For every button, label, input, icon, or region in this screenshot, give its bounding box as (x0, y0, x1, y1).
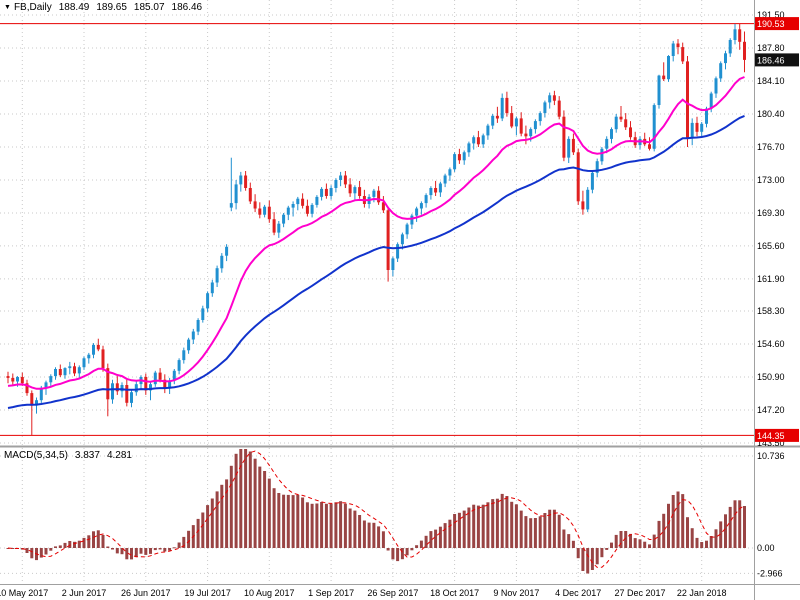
time-axis-label: 10 May 2017 (0, 588, 48, 598)
price-axis-label: 191.50 (757, 10, 785, 20)
symbol-dropdown-icon[interactable]: ▼ (4, 4, 11, 11)
price-axis-label: 161.90 (757, 274, 785, 284)
price-axis-label: 169.30 (757, 208, 785, 218)
macd-signal-line (7, 450, 745, 568)
time-axis-label: 10 Aug 2017 (244, 588, 295, 598)
macd-axis-label: -2.966 (757, 568, 783, 578)
macd-header: MACD(5,34,5) 3.837 4.281 (4, 450, 132, 461)
macd-indicator-label: MACD(5,34,5) (4, 450, 68, 461)
price-axis-label: 176.70 (757, 142, 785, 152)
time-axis-label: 26 Sep 2017 (367, 588, 418, 598)
grid (0, 0, 754, 584)
ohlc-open-value: 188.49 (58, 2, 90, 13)
macd-signal-value: 4.281 (106, 450, 132, 461)
time-axis-label: 26 Jun 2017 (121, 588, 171, 598)
price-axis-label: 187.80 (757, 43, 785, 53)
time-axis-label: 9 Nov 2017 (493, 588, 539, 598)
ohlc-high-value: 189.65 (96, 2, 127, 13)
price-axis: 191.50 187.80 184.10 180.40 176.70 173.00 169.… (757, 10, 785, 578)
macd-histogram (6, 449, 746, 574)
price-axis-label: 184.10 (757, 76, 785, 86)
horizontal-price-lines (0, 23, 754, 436)
macd-axis-label: 10.736 (757, 451, 785, 461)
time-axis-label: 4 Dec 2017 (555, 588, 601, 598)
price-badge-label: 186.46 (757, 55, 785, 65)
ma-fast-line (7, 76, 745, 390)
price-axis-label: 143.50 (757, 438, 785, 448)
chart-header: ▼ FB,Daily 188.49 189.65 185.07 186.46 (4, 2, 202, 13)
time-axis-label: 19 Jul 2017 (184, 588, 231, 598)
time-axis-label: 18 Oct 2017 (430, 588, 479, 598)
price-badge-label: 144.35 (757, 431, 785, 441)
price-axis-badges: 190.53 186.46 144.35 (755, 17, 799, 442)
ma-slow-line (7, 114, 745, 409)
price-axis-label: 150.90 (757, 372, 785, 382)
candlestick-series (6, 23, 746, 435)
price-axis-label: 165.60 (757, 241, 785, 251)
price-axis-label: 154.60 (757, 339, 785, 349)
time-axis-label: 2 Jun 2017 (62, 588, 107, 598)
price-axis-label: 180.40 (757, 109, 785, 119)
macd-axis-label: 0.00 (757, 543, 775, 553)
time-axis-label: 22 Jan 2018 (677, 588, 727, 598)
price-axis-label: 173.00 (757, 175, 785, 185)
price-axis-label: 158.30 (757, 306, 785, 316)
macd-main-value: 3.837 (74, 450, 100, 461)
time-axis-label: 1 Sep 2017 (308, 588, 354, 598)
symbol-timeframe-label: FB,Daily (13, 2, 52, 13)
ohlc-close-value: 186.46 (171, 2, 203, 13)
price-axis-label: 147.20 (757, 405, 785, 415)
price-badge (755, 428, 799, 442)
time-axis: 10 May 2017 2 Jun 2017 26 Jun 2017 19 Jul 2… (0, 588, 726, 598)
price-badge (755, 53, 799, 67)
price-badge-label: 190.53 (757, 19, 785, 29)
ohlc-low-value: 185.07 (133, 2, 165, 13)
price-badge (755, 17, 799, 31)
time-axis-label: 27 Dec 2017 (614, 588, 665, 598)
